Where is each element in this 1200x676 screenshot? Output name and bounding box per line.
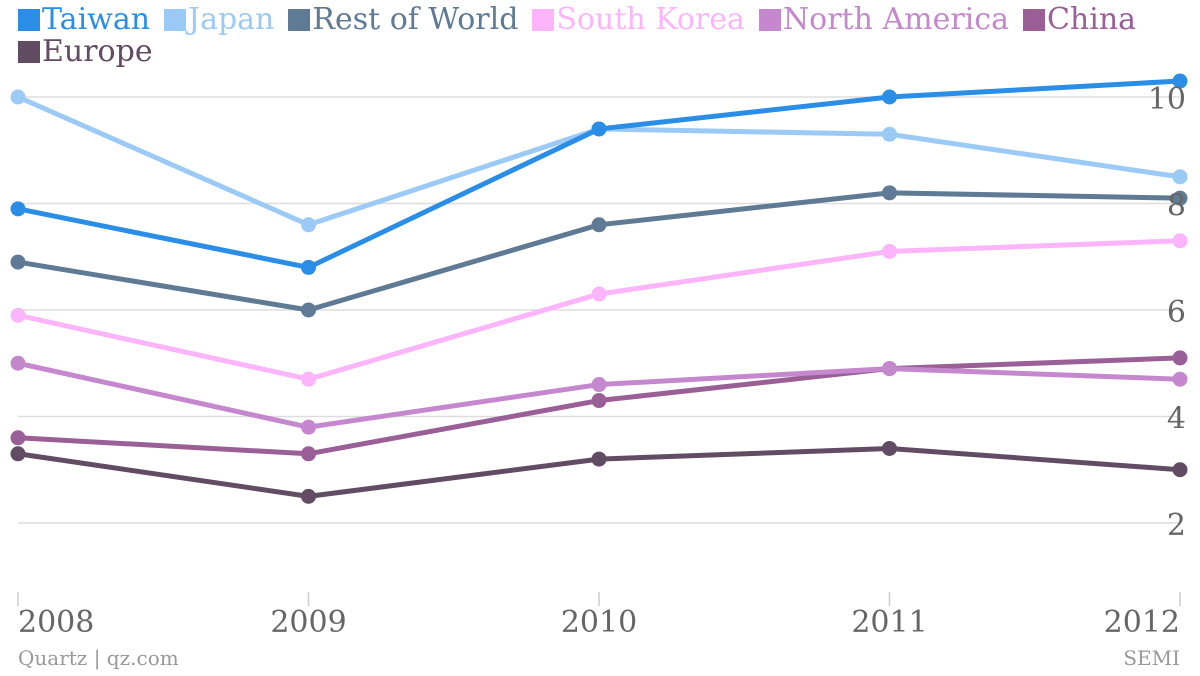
data-point-taiwan [301, 259, 316, 275]
legend: Taiwan Japan Rest of World South Korea North… [18, 4, 1188, 68]
legend-item-japan: Japan [164, 4, 274, 36]
series-line-japan [15, 94, 1183, 228]
legend-swatch [758, 9, 781, 31]
data-point-rest-of-world [301, 302, 316, 318]
data-point-rest-of-world [10, 254, 26, 270]
data-point-china [301, 446, 316, 462]
x-tick-label: 2012 [1104, 605, 1180, 640]
x-tick-label: 2010 [561, 605, 637, 640]
legend-label: Taiwan [42, 2, 151, 37]
data-point-europe [591, 451, 607, 467]
legend-item-north-america: North America [758, 2, 1009, 37]
legend-swatch [164, 9, 187, 31]
x-axis-labels: 2008 2009 2010 2011 2012 [18, 605, 1180, 640]
x-tick-label: 2008 [18, 605, 94, 640]
legend-swatch [1022, 9, 1045, 31]
legend-item-taiwan: Taiwan [18, 4, 150, 36]
data-point-south-korea [591, 286, 607, 302]
data-point-taiwan [591, 121, 607, 137]
source-credit: Quartz | qz.com [18, 646, 179, 670]
legend-swatch [18, 41, 40, 63]
data-point-south-korea [301, 371, 316, 387]
data-point-china [1172, 350, 1188, 366]
series-layer [10, 73, 1188, 504]
data-point-europe [301, 488, 316, 504]
data-point-japan [301, 217, 316, 233]
data-point-south-korea [1172, 233, 1188, 249]
y-tick-label: 2 [1167, 508, 1186, 543]
data-point-north-america [882, 361, 897, 377]
data-point-japan [882, 126, 897, 142]
data-point-china [591, 393, 607, 409]
x-axis-ticks [17, 592, 1181, 606]
legend-item-rest-of-world: Rest of World [288, 4, 518, 36]
series-china [10, 350, 1188, 462]
legend-label: Japan [188, 2, 275, 37]
legend-label: China [1046, 2, 1137, 37]
x-tick-label: 2011 [851, 605, 927, 640]
data-source: SEMI [1123, 646, 1180, 670]
x-tick-label: 2009 [270, 605, 346, 640]
legend-swatch [18, 9, 40, 31]
series-japan [10, 89, 1188, 233]
data-point-south-korea [882, 243, 897, 259]
y-tick-label: 6 [1167, 295, 1186, 330]
series-taiwan [10, 73, 1188, 275]
data-point-rest-of-world [1172, 190, 1188, 206]
data-point-north-america [301, 419, 316, 435]
data-point-rest-of-world [882, 185, 897, 201]
data-point-china [10, 430, 26, 446]
legend-label: Rest of World [312, 2, 519, 37]
legend-item-china: China [1022, 2, 1137, 37]
legend-item-europe: Europe [18, 36, 153, 68]
legend-swatch [288, 9, 311, 31]
series-north-america [10, 355, 1188, 435]
data-point-north-america [10, 355, 26, 371]
data-point-europe [882, 440, 897, 456]
y-tick-label: 10 [1148, 82, 1186, 117]
legend-swatch [532, 9, 555, 31]
series-rest-of-world [10, 185, 1188, 318]
gridlines [18, 96, 1180, 524]
data-point-europe [10, 446, 26, 462]
series-europe [10, 440, 1188, 504]
y-axis-labels: 2 4 6 8 10 [1148, 82, 1186, 543]
legend-label: Europe [42, 34, 153, 69]
data-point-japan [10, 89, 26, 105]
legend-item-south-korea: South Korea [532, 4, 745, 36]
y-tick-label: 8 [1167, 189, 1186, 224]
legend-label: South Korea [556, 2, 745, 37]
data-point-taiwan [1172, 73, 1188, 89]
data-point-north-america [591, 377, 607, 393]
data-point-rest-of-world [591, 217, 607, 233]
y-tick-label: 4 [1167, 402, 1186, 437]
legend-label: North America [782, 2, 1009, 37]
data-point-north-america [1172, 371, 1188, 387]
series-south-korea [10, 233, 1188, 387]
data-point-taiwan [882, 89, 897, 105]
data-point-japan [1172, 169, 1188, 185]
data-point-europe [1172, 462, 1188, 478]
data-point-taiwan [10, 201, 26, 217]
data-point-south-korea [10, 307, 26, 323]
